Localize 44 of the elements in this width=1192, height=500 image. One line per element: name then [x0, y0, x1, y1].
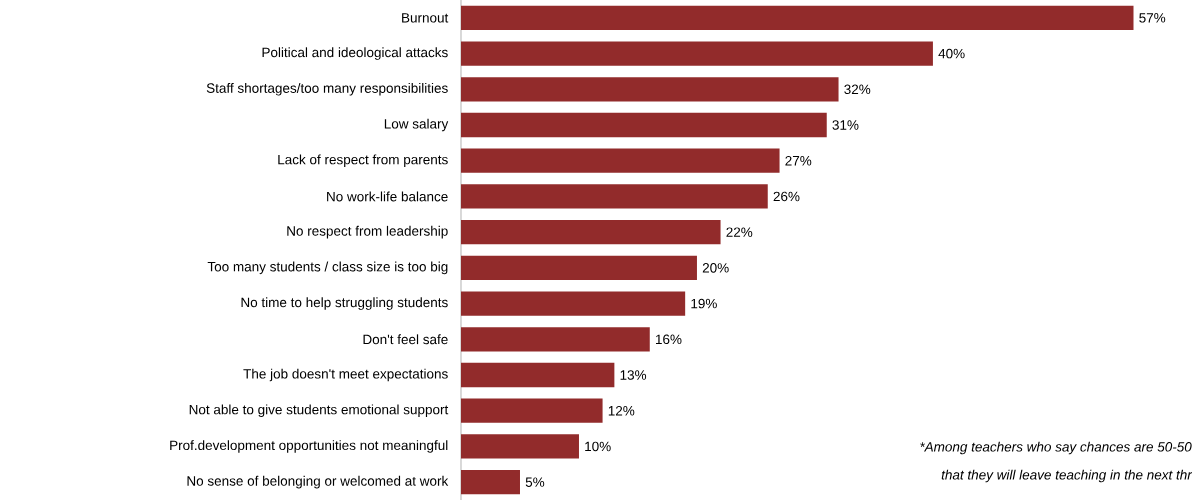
- y-tick-label: Too many students / class size is too big: [207, 261, 448, 275]
- data-label: 26%: [773, 191, 800, 202]
- data-label: 22%: [726, 227, 753, 237]
- y-tick-label: No sense of belonging or welcomed at work: [187, 475, 449, 489]
- y-tick-label: Don't feel safe: [363, 334, 448, 345]
- y-tick-label: Burnout: [402, 13, 449, 23]
- data-label: 13%: [620, 370, 647, 380]
- data-label: 57%: [1139, 13, 1166, 23]
- data-label: 20%: [702, 263, 729, 273]
- bar: [461, 41, 933, 66]
- bar: [461, 362, 615, 388]
- bar: [461, 184, 768, 209]
- data-label: 32%: [844, 84, 871, 95]
- bar: [461, 255, 697, 280]
- y-tick-label: Political and ideological attacks: [262, 47, 448, 60]
- data-label: 5%: [525, 477, 545, 487]
- bar: [461, 148, 780, 173]
- y-tick-label: Low salary: [384, 118, 449, 132]
- y-tick-label: No work-life balance: [327, 191, 448, 202]
- y-tick-label: Lack of respect from parents: [278, 154, 448, 167]
- bar: [461, 398, 603, 423]
- annotation: *Among teachers who say chances are 50-50: [920, 441, 1192, 455]
- bar: [461, 327, 650, 352]
- data-label: 16%: [656, 334, 682, 345]
- bar: [461, 291, 686, 316]
- data-label: 12%: [608, 405, 635, 416]
- bar: [461, 434, 579, 459]
- data-label: 40%: [938, 48, 965, 59]
- y-tick-label: Staff shortages/too many responsibilities: [206, 83, 448, 96]
- bar: [461, 220, 721, 245]
- y-tick-label: Not able to give students emotional support: [189, 404, 449, 418]
- data-label: 19%: [691, 298, 717, 309]
- annotation: that they will leave teaching in the next thr: [941, 469, 1192, 483]
- y-tick-label: Prof.development opportunities not meaningful: [170, 440, 448, 453]
- data-label: 27%: [785, 155, 812, 166]
- y-tick-label: The job doesn't meet expectations: [243, 368, 448, 382]
- bar: [461, 77, 839, 102]
- bar: [461, 470, 520, 495]
- bar: [461, 5, 1134, 30]
- data-label: 10%: [585, 441, 611, 452]
- y-tick-label: No respect from leadership: [287, 225, 448, 239]
- data-label: 31%: [832, 120, 859, 130]
- y-tick-label: No time to help struggling students: [241, 297, 448, 310]
- bar: [461, 112, 827, 138]
